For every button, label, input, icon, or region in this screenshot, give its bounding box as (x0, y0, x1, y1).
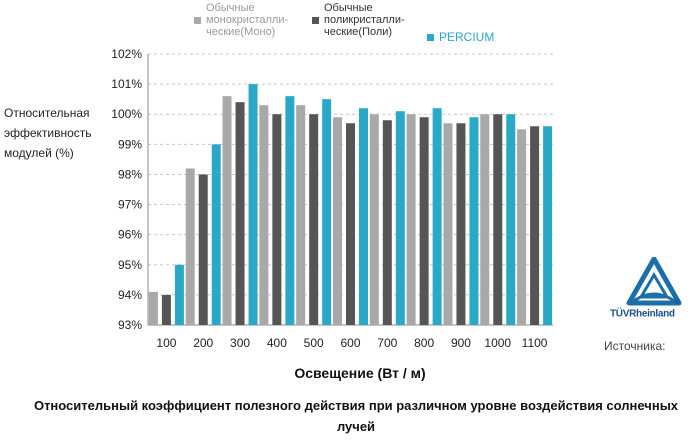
source-label: Источника: (604, 339, 666, 353)
tuv-rheinland-logo (626, 257, 682, 306)
bar (406, 114, 416, 325)
x-tick-label: 1100 (522, 336, 548, 350)
bar (161, 294, 171, 325)
legend-label-percium: PERCIUM (439, 30, 495, 44)
y-tick-label: 101% (111, 77, 142, 91)
bar (517, 129, 527, 325)
y-tick-label: 94% (118, 288, 142, 302)
x-tick-label: 600 (340, 336, 360, 350)
bar (456, 123, 466, 325)
x-tick-label: 500 (304, 336, 324, 350)
chart-title: Относительный коэффициент полезного дейс… (33, 398, 679, 434)
bar (259, 105, 269, 325)
bar (296, 105, 306, 325)
bar (443, 123, 453, 325)
x-axis-label: Освещение (Вт / м) (294, 365, 426, 381)
bar (469, 117, 479, 325)
legend-swatch-poly (312, 16, 319, 24)
x-tick-label: 300 (230, 336, 250, 350)
bar (359, 108, 368, 325)
x-tick-label: 700 (377, 336, 397, 350)
bar (419, 117, 429, 325)
y-axis-label: Относительная эффективность модулей (%) (4, 106, 92, 160)
tuv-logo-text: TÜVRheinland (610, 308, 675, 320)
y-tick-label: 99% (118, 137, 142, 151)
y-tick-label: 93% (118, 318, 142, 332)
bar (309, 114, 319, 325)
x-tick-label: 800 (414, 336, 434, 350)
bar (506, 114, 516, 325)
bar (322, 99, 332, 326)
legend-swatch-percium (427, 33, 434, 41)
bar (198, 174, 208, 325)
bar (369, 114, 379, 325)
y-tick-label: 98% (118, 167, 142, 181)
y-tick-label: 96% (118, 228, 142, 242)
bar (493, 114, 503, 325)
x-tick-label: 1000 (484, 336, 511, 350)
legend-item-poly: Обычные поликристалли- ческие(Поли) (312, 2, 405, 38)
y-tick-label: 97% (118, 198, 142, 212)
bar (382, 120, 392, 325)
tuv-registered-mark: ® (674, 299, 680, 306)
x-tick-label: 200 (193, 336, 213, 350)
bar (346, 123, 355, 325)
bar (395, 111, 405, 325)
bar (222, 96, 232, 326)
x-tick-label: 100 (156, 336, 176, 350)
bar (543, 126, 553, 326)
bar (432, 108, 442, 325)
bar (530, 126, 540, 326)
x-tick-label: 400 (267, 336, 287, 350)
bar (480, 114, 490, 325)
legend-item-mono: Обычные монокристалли- ческие(Моно) (194, 2, 288, 38)
y-tick-label: 102% (111, 47, 142, 61)
bar (333, 117, 342, 325)
tuv-rheinland-wordmark: TÜVRheinland ® (610, 299, 680, 320)
bar (272, 114, 282, 325)
bar (185, 168, 195, 325)
bar (211, 144, 221, 325)
legend-item-percium: PERCIUM (427, 31, 494, 43)
y-tick-label: 100% (111, 107, 142, 121)
bar (285, 96, 295, 326)
bar (174, 264, 184, 325)
bar (148, 291, 158, 325)
legend-label-mono: Обычные монокристалли- ческие(Моно) (206, 2, 289, 38)
x-tick-label: 900 (451, 336, 471, 350)
legend-swatch-mono (194, 16, 201, 24)
legend-label-poly: Обычные поликристалли- ческие(Поли) (324, 2, 405, 38)
bar (248, 84, 258, 325)
y-tick-label: 95% (118, 258, 142, 272)
bar (235, 102, 245, 325)
